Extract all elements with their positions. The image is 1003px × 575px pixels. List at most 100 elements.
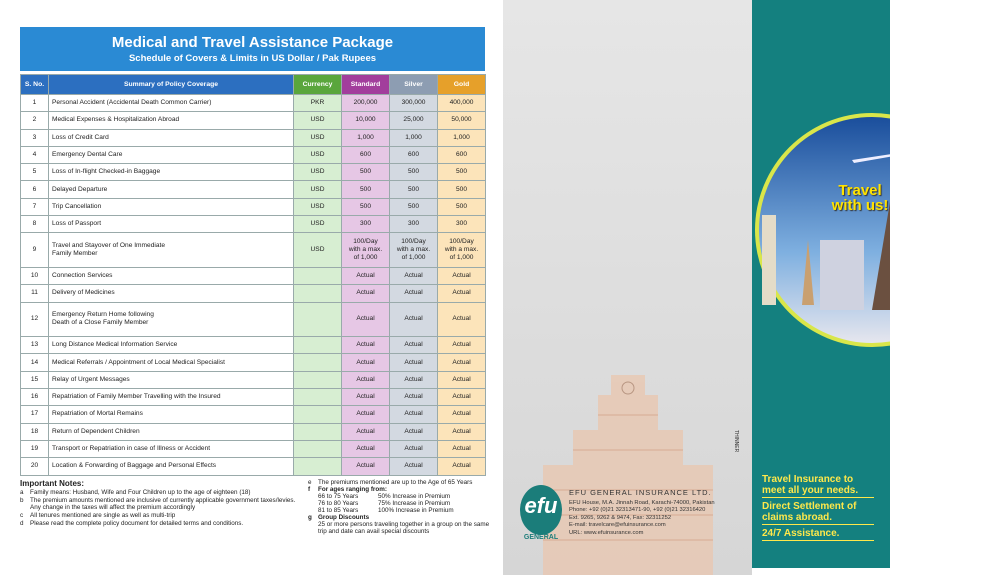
table-row: 7 Trip Cancellation USD 500 500 500 [20, 197, 486, 217]
table-row: 14 Medical Referrals / Appointment of Loc… [20, 353, 486, 372]
cell-currency: USD [293, 128, 342, 147]
cell-standard: 300 [341, 215, 390, 234]
cell-currency: PKR [293, 93, 342, 113]
cell-sno: 8 [20, 215, 49, 234]
cell-coverage: Transport or Repatriation in case of Ill… [48, 439, 294, 459]
table-row: 3 Loss of Credit Card USD 1,000 1,000 1,000 [20, 128, 486, 147]
cell-sno: 14 [20, 353, 49, 372]
cell-gold: 600 [437, 145, 486, 165]
cell-coverage: Delayed Departure [48, 180, 294, 199]
cell-sno: 7 [20, 197, 49, 217]
table-row: 18 Return of Dependent Children Actual Actu… [20, 422, 486, 441]
cell-coverage: Delivery of Medicines [48, 284, 294, 303]
cell-silver: Actual [389, 284, 438, 303]
cell-gold: 100/Day with a max. of 1,000 [437, 232, 486, 268]
cell-sno: 5 [20, 163, 49, 182]
cell-coverage: Trip Cancellation [48, 197, 294, 217]
logo-sub: GENERAL [523, 534, 559, 541]
cell-gold: 400,000 [437, 93, 486, 113]
cell-silver: Actual [389, 457, 438, 476]
cell-currency: USD [293, 145, 342, 165]
cell-currency [293, 301, 342, 338]
cell-standard: Actual [341, 353, 390, 372]
note-text: Family means: Husband, Wife and Four Chi… [30, 489, 251, 496]
cell-sno: 9 [20, 232, 49, 268]
cell-silver: 500 [389, 163, 438, 182]
cell-currency [293, 353, 342, 372]
address-line: Ext. 9265, 9262 & 9474, Fax: 32311252 [569, 514, 672, 521]
cell-sno: 6 [20, 180, 49, 199]
cell-currency [293, 336, 342, 355]
title-banner: Medical and Travel Assistance Package Sc… [20, 27, 485, 71]
travel-illustration [755, 113, 890, 347]
logo-text: efu [524, 493, 558, 518]
coverage-table: S. No. Summary of Policy Coverage Currency… [20, 74, 486, 476]
cell-silver: Actual [389, 405, 438, 424]
table-row: 6 Delayed Departure USD 500 500 500 [20, 180, 486, 199]
cell-currency [293, 370, 342, 390]
cell-currency: USD [293, 215, 342, 234]
cell-gold: 50,000 [437, 111, 486, 130]
cell-silver: Actual [389, 422, 438, 441]
cell-coverage: Loss of In-flight Checked-in Baggage [48, 163, 294, 182]
cell-gold: 500 [437, 163, 486, 182]
cell-standard: Actual [341, 284, 390, 303]
cell-coverage: Repatriation of Family Member Travelling… [48, 388, 294, 407]
cell-coverage: Return of Dependent Children [48, 422, 294, 441]
note-key: c [20, 512, 24, 519]
note: b The premium amounts mentioned are inclu… [20, 497, 300, 511]
cell-currency: USD [293, 232, 342, 268]
cell-currency [293, 388, 342, 407]
subtitle: Schedule of Covers & Limits in US Dollar… [128, 53, 377, 64]
cell-currency [293, 439, 342, 459]
age-cell: 66 to 75 Years [318, 493, 359, 500]
column-header: Standard [341, 74, 390, 95]
middle-panel: THINNER efu GENERAL EFU GENERAL INSURANC… [503, 0, 752, 575]
cell-sno: 18 [20, 422, 49, 441]
logo: efu [520, 485, 562, 535]
badge-text: Travel with us! [831, 182, 889, 214]
note-key: f [308, 486, 311, 493]
address: EFU House, M.A. Jinnah Road, Karachi-740… [569, 500, 715, 537]
cell-sno: 11 [20, 284, 49, 303]
cell-sno: 17 [20, 405, 49, 424]
cell-gold: 500 [437, 197, 486, 217]
note-text: The premium amounts mentioned are inclus… [30, 497, 296, 511]
cell-coverage: Personal Accident (Accidental Death Comm… [48, 93, 294, 113]
note-key: a [20, 489, 24, 496]
cell-silver: 300 [389, 215, 438, 234]
cell-standard: 500 [341, 163, 390, 182]
cell-silver: 500 [389, 197, 438, 217]
age-row: 76 to 80 Years 75% Increase in Premium [318, 500, 490, 507]
notes-right: e The premiums mentioned are up to the Ag… [308, 479, 490, 535]
tagline: Travel Insurance to meet all your needs. [762, 474, 874, 498]
cell-coverage: Emergency Dental Care [48, 145, 294, 165]
note-key: d [20, 520, 24, 527]
cell-standard: 500 [341, 180, 390, 199]
cell-sno: 16 [20, 388, 49, 407]
cell-sno: 13 [20, 336, 49, 355]
table-row: 13 Long Distance Medical Information Serv… [20, 336, 486, 355]
age-row: 66 to 75 Years 50% Increase in Premium [318, 493, 490, 500]
cell-gold: 500 [437, 180, 486, 199]
tagline: 24/7 Assistance. [762, 528, 874, 541]
cell-gold: Actual [437, 353, 486, 372]
cell-gold: Actual [437, 457, 486, 476]
column-header: S. No. [20, 74, 49, 95]
cell-silver: Actual [389, 266, 438, 286]
cell-sno: 19 [20, 439, 49, 459]
cell-currency: USD [293, 111, 342, 130]
cell-silver: 1,000 [389, 128, 438, 147]
cell-silver: 300,000 [389, 93, 438, 113]
address-line: EFU House, M.A. Jinnah Road, Karachi-740… [569, 500, 715, 506]
cell-coverage: Medical Expenses & Hospitalization Abroa… [48, 111, 294, 130]
cell-silver: 100/Day with a max. of 1,000 [389, 232, 438, 268]
cell-standard: Actual [341, 266, 390, 286]
cell-coverage: Medical Referrals / Appointment of Local… [48, 353, 294, 372]
note-text: The premiums mentioned are up to the Age… [318, 479, 473, 486]
column-header: Silver [389, 74, 438, 95]
table-row: 20 Location & Forwarding of Baggage and P… [20, 457, 486, 476]
right-panel: Travel with us! Travel Insurance to meet… [752, 0, 890, 568]
cell-gold: Actual [437, 266, 486, 286]
